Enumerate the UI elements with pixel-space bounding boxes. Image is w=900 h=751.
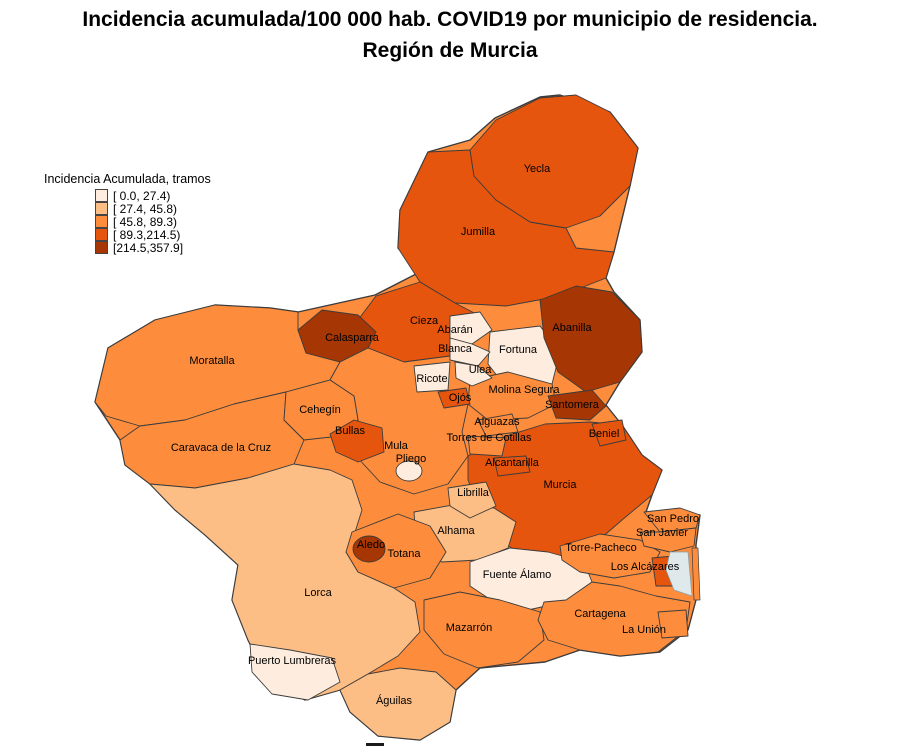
municipality-label-caravaca: Caravaca de la Cruz: [171, 442, 271, 454]
municipality-mazarron: [423, 591, 545, 669]
municipality-ojos: [437, 387, 471, 409]
legend-item: [ 45.8, 89.3): [95, 214, 211, 229]
legend-bin-label: [214.5,357.9]: [113, 240, 184, 255]
legend-swatch: [95, 228, 108, 241]
municipality-label-molina: Molina Segura: [489, 384, 561, 396]
municipality-torrepacheco: [559, 533, 661, 579]
legend-bin-label: [ 45.8, 89.3): [113, 214, 178, 229]
legend-title: Incidencia Acumulada, tramos: [44, 172, 211, 186]
municipality-label-sanjavier: San Javier: [636, 527, 688, 539]
mar-menor-lagoon: [665, 551, 693, 597]
legend-swatch: [95, 215, 108, 228]
municipality-label-ulea: Ulea: [469, 364, 493, 376]
municipality-pliego: [395, 460, 423, 482]
municipality-label-abaran: Abarán: [437, 324, 472, 336]
municipality-label-beniel: Beniel: [589, 428, 620, 440]
municipality-label-aledo: Aledo: [357, 539, 385, 551]
title-line-1: Incidencia acumulada/100 000 hab. COVID1…: [82, 8, 818, 31]
municipality-calasparra: [297, 309, 377, 363]
legend-bin-label: [ 27.4, 45.8): [113, 201, 178, 216]
municipality-label-murcia: Murcia: [543, 479, 577, 491]
municipality-torres: [467, 435, 507, 457]
municipality-bullas: [329, 419, 385, 463]
municipality-lorca: [149, 463, 421, 701]
municipality-label-santomera: Santomera: [545, 399, 600, 411]
legend-item: [ 89.3,214.5): [95, 227, 211, 242]
legend-item: [ 0.0, 27.4): [95, 188, 211, 203]
municipality-ulea: [454, 361, 493, 387]
municipality-label-moratalla: Moratalla: [189, 355, 235, 367]
municipality-abaran: [449, 311, 493, 345]
legend-bin-label: [ 0.0, 27.4): [113, 188, 171, 203]
legend-items: [ 0.0, 27.4)[ 27.4, 45.8)[ 45.8, 89.3)[ …: [95, 188, 211, 255]
municipality-label-calasparra: Calasparra: [325, 332, 380, 344]
municipality-sanjavier: [639, 527, 697, 553]
municipality-aledo: [352, 535, 386, 563]
municipality-label-aguilas: Águilas: [376, 694, 413, 707]
legend: Incidencia Acumulada, tramos [ 0.0, 27.4…: [44, 172, 211, 255]
municipality-label-mazarron: Mazarrón: [446, 622, 492, 634]
municipality-label-lorca: Lorca: [304, 587, 332, 599]
municipality-label-sanpedro: San Pedro: [647, 513, 699, 525]
legend-bin-label: [ 89.3,214.5): [113, 227, 181, 242]
municipality-label-totana: Totana: [387, 548, 421, 560]
municipality-launion: [657, 609, 689, 639]
municipality-label-jumilla: Jumilla: [461, 226, 496, 238]
municipality-label-fuentealamo: Fuente Álamo: [483, 568, 551, 581]
municipality-abanilla: [539, 285, 643, 393]
municipality-label-torrepacheco: Torre-Pacheco: [565, 542, 637, 554]
municipality-alcantarilla: [493, 455, 531, 477]
municipality-label-cieza: Cieza: [410, 315, 439, 327]
figure-title: Incidencia acumulada/100 000 hab. COVID1…: [0, 4, 900, 66]
municipality-santomera: [547, 389, 607, 421]
legend-swatch: [95, 189, 108, 202]
legend-item: [ 27.4, 45.8): [95, 201, 211, 216]
municipality-totana: [345, 513, 447, 589]
municipality-label-pliego: Pliego: [396, 453, 427, 465]
municipality-label-ojos: Ojós: [449, 392, 472, 404]
bottom-tick-mark: [366, 743, 384, 746]
municipality-label-fortuna: Fortuna: [499, 344, 538, 356]
municipality-puertolumbreras: [249, 643, 341, 701]
legend-swatch: [95, 202, 108, 215]
municipality-sanpedro: [643, 507, 701, 533]
municipality-label-puertolumbreras: Puerto Lumbreras: [248, 655, 337, 667]
municipality-beniel: [591, 419, 627, 447]
municipality-alguazas: [477, 413, 519, 437]
municipality-label-mula: Mula: [384, 440, 409, 452]
municipality-label-alcantarilla: Alcantarilla: [485, 457, 540, 469]
municipality-yecla: [469, 94, 639, 229]
legend-swatch: [95, 241, 108, 254]
municipality-label-yecla: Yecla: [524, 163, 551, 175]
municipality-molina: [467, 371, 557, 421]
municipality-blanca: [449, 337, 491, 367]
municipality-librilla: [447, 481, 497, 519]
municipality-label-cartagena: Cartagena: [574, 608, 626, 620]
municipality-label-abanilla: Abanilla: [552, 322, 592, 334]
municipality-label-bullas: Bullas: [335, 425, 365, 437]
municipality-label-losalcazares: Los Alcázares: [611, 561, 680, 573]
municipality-label-cehegin: Cehegín: [299, 404, 341, 416]
title-line-2: Región de Murcia: [362, 39, 538, 62]
municipality-label-torres: Torres de Cotillas: [447, 432, 532, 444]
la-manga-strip: [691, 547, 701, 601]
municipality-label-launion: La Unión: [622, 624, 666, 636]
municipality-label-blanca: Blanca: [438, 343, 473, 355]
municipality-label-ricote: Ricote: [416, 373, 447, 385]
municipality-aguilas: [339, 667, 457, 741]
municipality-ricote: [413, 361, 451, 393]
legend-item: [214.5,357.9]: [95, 240, 211, 255]
municipality-label-alguazas: Alguazas: [474, 416, 520, 428]
municipality-label-alhama: Alhama: [437, 525, 475, 537]
municipality-label-librilla: Librilla: [457, 487, 490, 499]
